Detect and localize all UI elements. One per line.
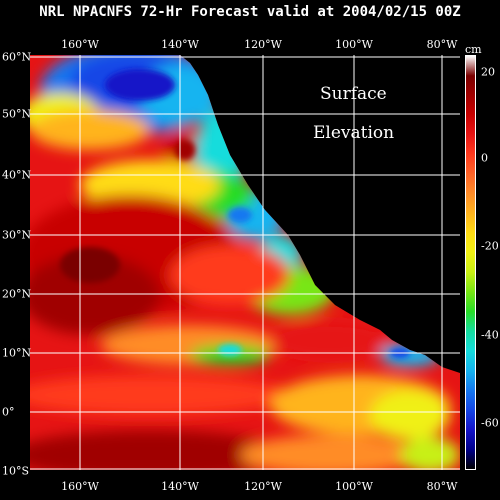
lat-label: 50°N <box>2 107 32 121</box>
lat-label: 10°N <box>2 346 32 360</box>
colorbar-tick-label: -40 <box>481 328 499 342</box>
lon-label-bottom: 120°W <box>244 480 282 493</box>
colorbar-tick-label: -60 <box>481 416 499 430</box>
lon-label-top: 80°W <box>426 38 458 51</box>
surface-elevation-map <box>30 55 460 470</box>
lon-label-top: 100°W <box>335 38 373 51</box>
lon-label-top: 140°W <box>161 38 199 51</box>
lat-label: 20°N <box>2 287 32 301</box>
overlay-title-line2: Elevation <box>313 123 395 143</box>
map-canvas <box>30 55 460 470</box>
colorbar-tick-label: -20 <box>481 239 499 253</box>
lat-label: 0° <box>2 405 15 419</box>
lat-label: 30°N <box>2 228 32 242</box>
lat-label: 40°N <box>2 168 32 182</box>
colorbar-tick-label: 20 <box>481 65 495 79</box>
lon-label-top: 120°W <box>244 38 282 51</box>
lon-label-bottom: 80°W <box>426 480 458 493</box>
overlay-title-line1: Surface <box>320 84 387 104</box>
colorbar-tick-label: 0 <box>481 151 488 165</box>
map-title: NRL NPACNFS 72-Hr Forecast valid at 2004… <box>39 4 461 20</box>
colorbar-unit: cm <box>465 43 482 56</box>
lat-label: 10°S <box>2 464 30 478</box>
lon-label-top: 160°W <box>61 38 99 51</box>
colorbar <box>465 55 476 470</box>
lat-lon-grid <box>30 55 460 470</box>
lon-label-bottom: 140°W <box>161 480 199 493</box>
ocean-field <box>30 55 460 470</box>
lat-label: 60°N <box>2 50 32 64</box>
lon-label-bottom: 100°W <box>335 480 373 493</box>
lon-label-bottom: 160°W <box>61 480 99 493</box>
